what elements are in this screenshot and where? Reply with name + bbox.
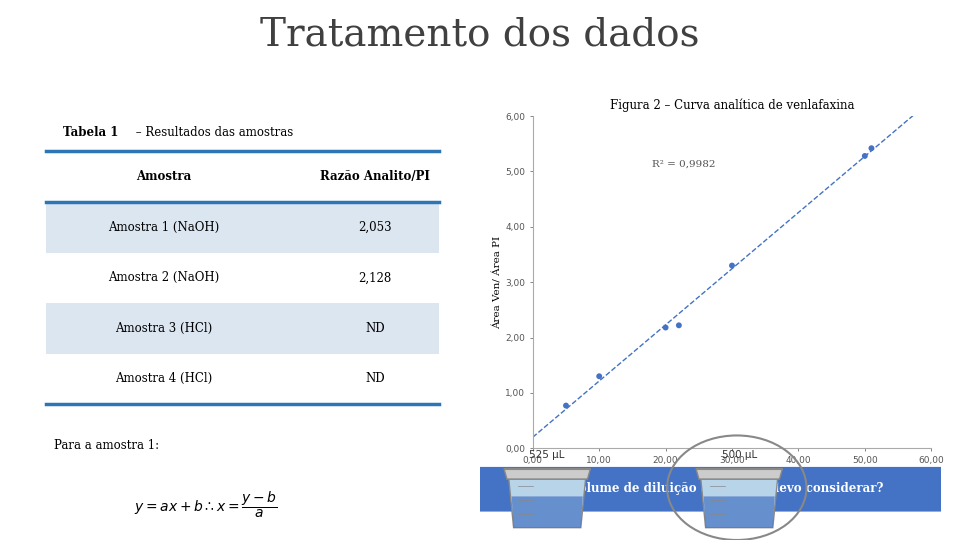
FancyBboxPatch shape (46, 303, 439, 354)
Text: 2,128: 2,128 (358, 271, 392, 284)
Text: Amostra 1 (NaOH): Amostra 1 (NaOH) (108, 221, 220, 234)
Polygon shape (701, 479, 778, 528)
FancyBboxPatch shape (470, 467, 950, 511)
Text: 500 μL: 500 μL (722, 450, 756, 460)
Text: 2,053: 2,053 (358, 221, 392, 234)
Text: Amostra: Amostra (136, 170, 192, 183)
Text: Amostra 2 (NaOH): Amostra 2 (NaOH) (108, 271, 220, 284)
Text: 525 μL: 525 μL (530, 450, 564, 460)
Polygon shape (696, 469, 782, 479)
Polygon shape (512, 496, 583, 528)
X-axis label: Concentração de venlafaxina (μg mL-1): Concentração de venlafaxina (μg mL-1) (628, 470, 836, 480)
Text: ND: ND (366, 322, 385, 335)
Text: Razão Analito/PI: Razão Analito/PI (321, 170, 430, 183)
Polygon shape (504, 469, 590, 479)
Text: Qual volume de diluição do padrão devo considerar?: Qual volume de diluição do padrão devo c… (538, 482, 883, 495)
Polygon shape (509, 479, 586, 528)
Point (724, 261, 739, 270)
Point (559, 401, 574, 410)
Y-axis label: Área Ven/ Área PI: Área Ven/ Área PI (493, 235, 502, 329)
Text: – Resultados das amostras: – Resultados das amostras (132, 126, 294, 139)
Point (591, 372, 607, 381)
Polygon shape (704, 496, 775, 528)
Text: Amostra 3 (HCl): Amostra 3 (HCl) (115, 322, 212, 335)
Point (857, 152, 873, 160)
Text: Amostra 4 (HCl): Amostra 4 (HCl) (115, 373, 212, 386)
FancyBboxPatch shape (46, 202, 439, 253)
Point (658, 323, 673, 332)
Text: ND: ND (366, 373, 385, 386)
Text: Tabela 1: Tabela 1 (62, 126, 118, 139)
Text: Tratamento dos dados: Tratamento dos dados (260, 16, 700, 53)
Text: R² = 0,9982: R² = 0,9982 (653, 159, 716, 168)
Point (671, 321, 686, 329)
Text: Para a amostra 1:: Para a amostra 1: (54, 439, 159, 452)
Title: Figura 2 – Curva analítica de venlafaxina: Figura 2 – Curva analítica de venlafaxin… (610, 99, 854, 112)
Text: $y = ax + b \therefore x = \dfrac{y - b}{a}$: $y = ax + b \therefore x = \dfrac{y - b}… (134, 490, 278, 520)
Point (864, 144, 879, 152)
